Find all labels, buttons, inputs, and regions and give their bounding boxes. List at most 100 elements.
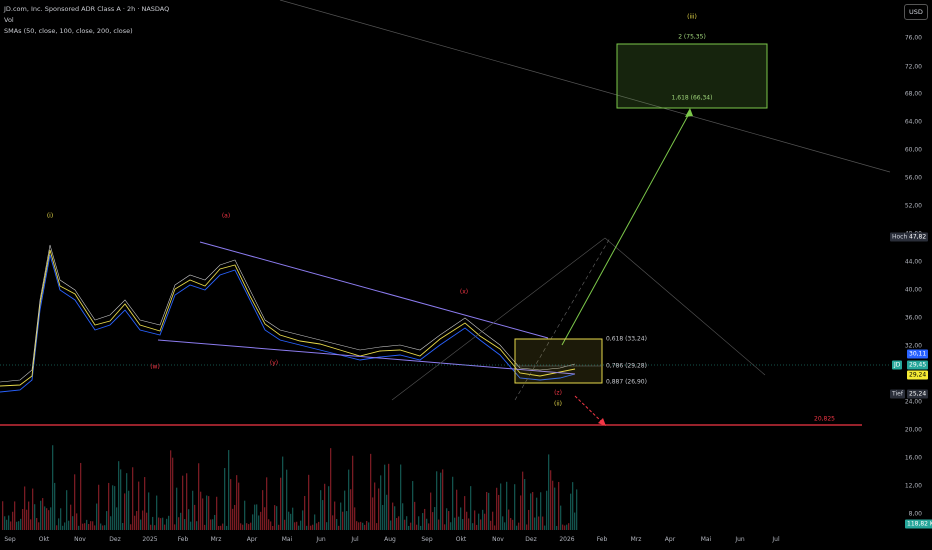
target-arrow <box>561 111 691 346</box>
volume-bar <box>432 512 434 530</box>
volume-bar <box>220 525 222 530</box>
volume-bar <box>356 521 358 530</box>
volume-bar <box>440 472 442 530</box>
volume-bar <box>508 509 510 530</box>
volume-bar <box>266 477 268 530</box>
volume-bar <box>548 454 550 530</box>
volume-bar <box>156 495 158 530</box>
volume-bar <box>544 525 546 530</box>
volume-bar <box>170 450 172 530</box>
volume-bar <box>560 505 562 530</box>
volume-bar <box>404 519 406 530</box>
chart-legend: JD.com, Inc. Sponsored ADR Class A · 2h … <box>4 4 169 37</box>
volume-bar <box>290 513 292 530</box>
volume-bar <box>382 504 384 530</box>
volume-bar <box>56 525 58 530</box>
volume-bar <box>540 492 542 530</box>
volume-bar <box>436 471 438 530</box>
volume-bar <box>206 495 208 530</box>
volume-bar <box>558 481 560 530</box>
volume-bar <box>358 522 360 530</box>
volume-bar <box>384 464 386 530</box>
price-axis[interactable]: 76,0072,0068,0064,0060,0056,0052,0048,00… <box>890 0 932 532</box>
volume-bar <box>52 445 54 530</box>
volume-bar <box>338 525 340 530</box>
volume-bar <box>100 523 102 530</box>
volume-bar <box>194 504 196 530</box>
volume-bar <box>76 513 78 530</box>
symbol-tag: JD <box>892 360 903 370</box>
volume-bar <box>482 509 484 530</box>
volume-bar <box>412 481 414 530</box>
volume-bar <box>302 510 304 530</box>
time-tick: Dez <box>109 536 121 543</box>
volume-bar <box>520 495 522 530</box>
volume-bar <box>316 523 318 530</box>
volume-bar <box>42 498 44 530</box>
wedge-upper-line <box>199 241 549 339</box>
volume-bar <box>246 523 248 530</box>
price-line <box>0 254 576 393</box>
volume-bar <box>14 501 16 530</box>
volume-bar <box>112 485 114 530</box>
volume-bar <box>80 462 82 530</box>
volume-tag: 118,82 K <box>905 519 932 529</box>
price-tick: 32,00 <box>904 342 922 350</box>
volume-bar <box>178 517 180 530</box>
volume-bar <box>2 501 4 530</box>
volume-bar <box>174 524 176 530</box>
sma-indicator[interactable]: SMAs (50, close, 100, close, 200, close) <box>4 27 133 35</box>
volume-bar <box>486 491 488 530</box>
volume-bar <box>524 479 526 530</box>
volume-bar <box>6 519 8 530</box>
volume-bar <box>28 501 30 530</box>
volume-bar <box>284 519 286 530</box>
volume-bar <box>552 480 554 530</box>
volume-bar <box>188 509 190 530</box>
volume-bar <box>314 514 316 530</box>
low-value: 25,24 <box>909 390 927 398</box>
wave-label-iii: (iii) <box>687 13 697 21</box>
volume-bar <box>288 511 290 530</box>
volume-indicator[interactable]: Vol <box>4 16 14 24</box>
volume-bar <box>336 518 338 530</box>
volume-bar <box>456 489 458 530</box>
volume-bar <box>444 524 446 530</box>
volume-bar <box>252 514 254 530</box>
volume-bar <box>342 511 344 530</box>
volume-bar <box>146 512 148 530</box>
volume-bar <box>64 522 66 530</box>
price-tick: 68,00 <box>904 90 922 98</box>
volume-bar <box>472 523 474 530</box>
volume-bar <box>260 511 262 530</box>
low-value-tag: 25,24 <box>907 389 929 399</box>
volume-bar <box>550 470 552 530</box>
volume-bar <box>126 473 128 530</box>
volume-bar <box>72 516 74 530</box>
volume-bar <box>502 516 504 530</box>
volume-bar <box>74 474 76 530</box>
currency-button[interactable]: USD <box>904 4 928 20</box>
volume-bar <box>276 506 278 530</box>
volume-bar <box>500 483 502 530</box>
wave-label-w: (w) <box>150 363 160 371</box>
volume-bar <box>536 497 538 530</box>
volume-bar <box>528 509 530 530</box>
volume-bar <box>318 521 320 530</box>
time-tick: Mai <box>281 536 293 543</box>
time-axis[interactable]: Sep Okt Nov Dez 2025 Feb Mrz Apr Mai Jun Jul Aug Sep… <box>0 532 890 550</box>
volume-bar <box>350 489 352 530</box>
volume-bars <box>2 445 578 530</box>
volume-bar <box>406 516 408 530</box>
volume-bar <box>554 487 556 530</box>
volume-bar <box>462 519 464 530</box>
volume-bar <box>54 482 56 530</box>
volume-bar <box>110 516 112 530</box>
time-tick: Feb <box>596 536 608 543</box>
volume-bar <box>208 496 210 530</box>
price-tick: 44,00 <box>904 258 922 266</box>
time-tick: Apr <box>664 536 676 543</box>
volume-bar <box>490 520 492 530</box>
